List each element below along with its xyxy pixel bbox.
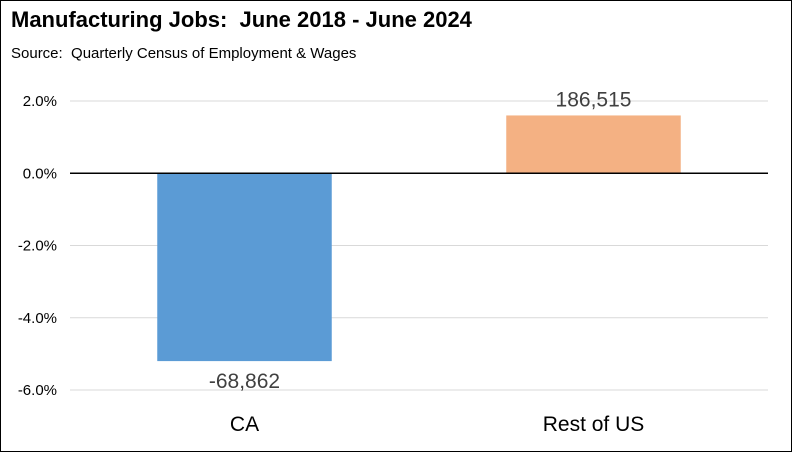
data-labels: -68,862 186,515 bbox=[209, 88, 632, 393]
category-labels: CA Rest of US bbox=[230, 413, 644, 436]
category-label: Rest of US bbox=[543, 413, 645, 436]
bar-ca bbox=[157, 173, 332, 362]
data-label: -68,862 bbox=[209, 370, 280, 393]
chart-title: Manufacturing Jobs: June 2018 - June 202… bbox=[11, 7, 472, 32]
chart-subtitle: Source: Quarterly Census of Employment &… bbox=[11, 45, 357, 62]
y-tick-label: 2.0% bbox=[23, 93, 57, 110]
data-label: 186,515 bbox=[556, 88, 632, 111]
y-axis-ticks: 2.0% 0.0% -2.0% -4.0% -6.0% bbox=[18, 93, 57, 399]
y-tick-label: 0.0% bbox=[23, 165, 57, 182]
y-tick-label: -2.0% bbox=[18, 238, 57, 255]
y-tick-label: -6.0% bbox=[18, 382, 57, 399]
gridlines bbox=[70, 100, 768, 391]
category-label: CA bbox=[230, 413, 259, 436]
bar-rest-of-us bbox=[506, 115, 681, 174]
y-tick-label: -4.0% bbox=[18, 310, 57, 327]
bars bbox=[157, 115, 681, 362]
